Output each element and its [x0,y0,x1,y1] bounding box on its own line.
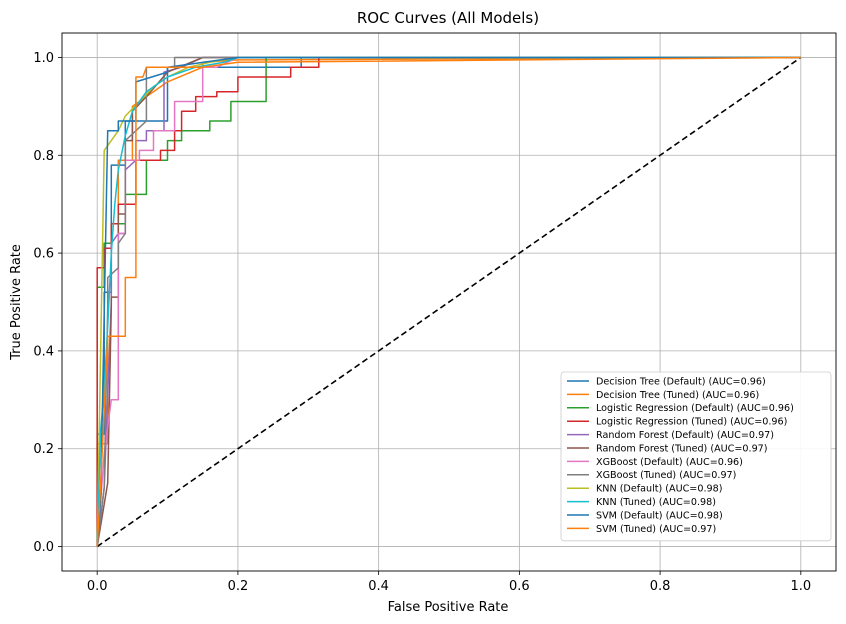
series-line-4 [96,56,801,547]
x-tick-label: 0.4 [368,579,389,594]
x-axis-label: False Positive Rate [388,600,509,615]
legend: Decision Tree (Default) (AUC=0.96) Decisi… [560,371,832,542]
x-tick-label: 0.8 [650,579,671,594]
legend-label-8: XGBoost (Tuned) (AUC=0.97) [596,470,736,481]
legend-label-3: Logistic Regression (Default) (AUC=0.96) [596,403,794,414]
legend-label-6: Random Forest (Tuned) (AUC=0.97) [596,443,768,454]
legend-label-11: SVM (Default) (AUC=0.98) [596,510,723,521]
series-line-8 [96,56,801,547]
legend-label-9: KNN (Default) (AUC=0.98) [596,484,722,495]
y-tick-label: 0.4 [33,344,54,359]
chart-title: ROC Curves (All Models) [357,9,539,27]
ticks: 0.0 0.2 0.4 0.6 0.8 1.0 0.0 0.2 0.4 0.6 0.8 1.0 [33,51,811,594]
diagonal-reference [96,56,802,548]
series-line-3 [96,56,801,547]
legend-label-5: Random Forest (Default) (AUC=0.97) [596,430,774,441]
legend-label-10: KNN (Tuned) (AUC=0.98) [596,497,716,508]
series-line-10 [96,56,801,547]
plot-frame [61,32,837,572]
y-tick-label: 0.0 [33,540,54,555]
legend-label-1: Decision Tree (Default) (AUC=0.96) [596,376,766,387]
legend-label-12: SVM (Tuned) (AUC=0.97) [596,524,716,535]
y-tick-label: 0.2 [33,442,54,457]
y-tick-label: 0.8 [33,149,54,164]
legend-label-2: Decision Tree (Tuned) (AUC=0.96) [596,390,759,401]
y-tick-label: 0.6 [33,247,54,262]
series-line-12 [96,56,801,547]
x-tick-label: 1.0 [790,579,811,594]
y-axis-label: True Positive Rate [9,244,24,361]
series-line-9 [96,56,801,547]
diagonal-line [96,56,802,548]
legend-label-4: Logistic Regression (Tuned) (AUC=0.96) [596,417,787,428]
legend-box [560,371,832,542]
series-group [96,56,801,547]
legend-label-7: XGBoost (Default) (AUC=0.96) [596,457,743,468]
x-tick-label: 0.2 [228,579,249,594]
x-tick-label: 0.6 [509,579,530,594]
y-tick-label: 1.0 [33,51,54,66]
x-tick-label: 0.0 [87,579,108,594]
